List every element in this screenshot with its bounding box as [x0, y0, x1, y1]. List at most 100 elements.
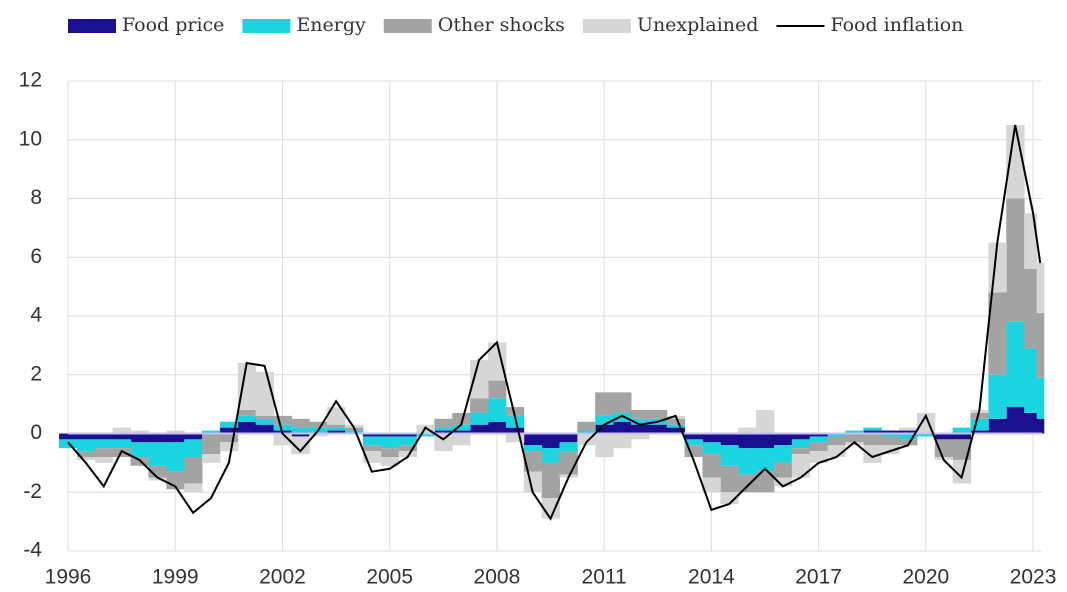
bar-segment: [970, 412, 989, 419]
bar-segment: [738, 448, 757, 475]
bar-segment: [899, 433, 918, 440]
bar-segment: [237, 421, 257, 434]
bar-segment: [202, 433, 221, 455]
bar-segment: [648, 424, 668, 434]
bar-segment: [1036, 377, 1045, 419]
bar-segment: [1006, 407, 1025, 434]
bar-segment: [309, 421, 328, 428]
bar-segment: [487, 398, 507, 422]
bar-segment: [398, 445, 417, 452]
bar-segment: [327, 427, 346, 431]
bar-segment: [630, 418, 650, 425]
bar-segment: [219, 433, 239, 443]
y-tick-label: 2: [30, 362, 42, 385]
bar-segment: [541, 448, 560, 463]
y-tick-label: -2: [23, 480, 42, 503]
bar-segment: [327, 424, 346, 428]
bar-segment: [452, 430, 471, 434]
x-tick-label: 2020: [902, 566, 949, 589]
bar-segment: [899, 427, 918, 431]
x-tick-label: 2014: [688, 566, 735, 589]
bar-segment: [487, 380, 507, 399]
bar-segment: [76, 433, 96, 440]
bar-segment: [380, 448, 400, 457]
bar-segment: [863, 427, 882, 431]
legend-label: Energy: [296, 14, 366, 36]
bar-segment: [416, 433, 435, 437]
bar-segment: [237, 363, 257, 410]
bar-segment: [720, 492, 739, 504]
bar-segment: [934, 433, 954, 440]
bar-segment: [952, 433, 972, 440]
bar-segment: [291, 427, 310, 434]
bar-segment: [845, 430, 864, 434]
bar-segment: [523, 451, 543, 472]
bar-segment: [559, 442, 578, 452]
bar-segment: [434, 433, 453, 452]
bar-segment: [309, 433, 328, 437]
bar-segment: [112, 427, 132, 434]
bar-segment: [791, 448, 811, 455]
bar-segment: [988, 418, 1007, 434]
bar-segment: [666, 427, 686, 434]
bar-segment: [773, 433, 793, 446]
bar-segment: [1024, 412, 1038, 434]
bar-segment: [541, 462, 560, 499]
bar-segment: [505, 415, 525, 428]
bar-segment: [1006, 198, 1025, 322]
bar-segment: [577, 433, 596, 446]
bar-segment: [380, 436, 400, 449]
bar-segment: [273, 415, 292, 425]
bar-segment: [613, 392, 632, 413]
bar-segment: [219, 427, 239, 434]
bar-segment: [970, 430, 989, 434]
bar-segment: [398, 433, 417, 437]
bar-segment: [362, 451, 382, 463]
legend-swatch: [242, 19, 291, 33]
bar-segment: [934, 439, 954, 457]
bar-segment: [184, 457, 203, 484]
bar-segment: [255, 415, 275, 419]
bar-segment: [881, 445, 900, 455]
bar-segment: [595, 424, 614, 434]
bar-segment: [809, 436, 829, 443]
bar-segment: [184, 483, 203, 493]
bar-segment: [809, 433, 829, 437]
bar-segment: [327, 430, 346, 434]
bar-segment: [630, 433, 650, 440]
bar-segment: [595, 392, 614, 416]
bar-segment: [773, 462, 793, 478]
bar-segment: [434, 427, 453, 431]
legend-item: Unexplained: [582, 14, 758, 36]
bar-segment: [684, 433, 703, 440]
bar-segment: [255, 418, 275, 425]
bar-segment: [970, 418, 989, 431]
bar-segment: [487, 342, 507, 381]
bar-segment: [273, 424, 292, 431]
bar-segment: [773, 445, 793, 463]
bar-segment: [720, 433, 739, 446]
legend-label: Food price: [122, 14, 224, 36]
bar-segment: [59, 433, 78, 440]
bar-segment: [487, 421, 507, 434]
bar-segment: [613, 412, 632, 422]
bar-segment: [756, 433, 775, 449]
bar-segment: [899, 430, 918, 434]
bar-segment: [541, 433, 560, 449]
bar-segment: [738, 474, 757, 493]
bar-segment: [952, 427, 972, 434]
bar-segment: [577, 430, 596, 434]
x-tick-label: 1996: [45, 566, 92, 589]
legend-item: Other shocks: [383, 14, 565, 36]
bar-segment: [452, 412, 471, 425]
bar-segment: [184, 433, 203, 440]
bar-segment: [595, 415, 614, 425]
legend-swatch: [383, 19, 432, 33]
bar-segment: [756, 471, 775, 493]
bar-segment: [827, 433, 846, 437]
bar-segment: [1024, 213, 1038, 269]
bar-segment: [1006, 125, 1025, 199]
bar-segment: [219, 421, 239, 428]
legend-item: Food price: [68, 14, 224, 36]
bar-segment: [881, 433, 900, 437]
